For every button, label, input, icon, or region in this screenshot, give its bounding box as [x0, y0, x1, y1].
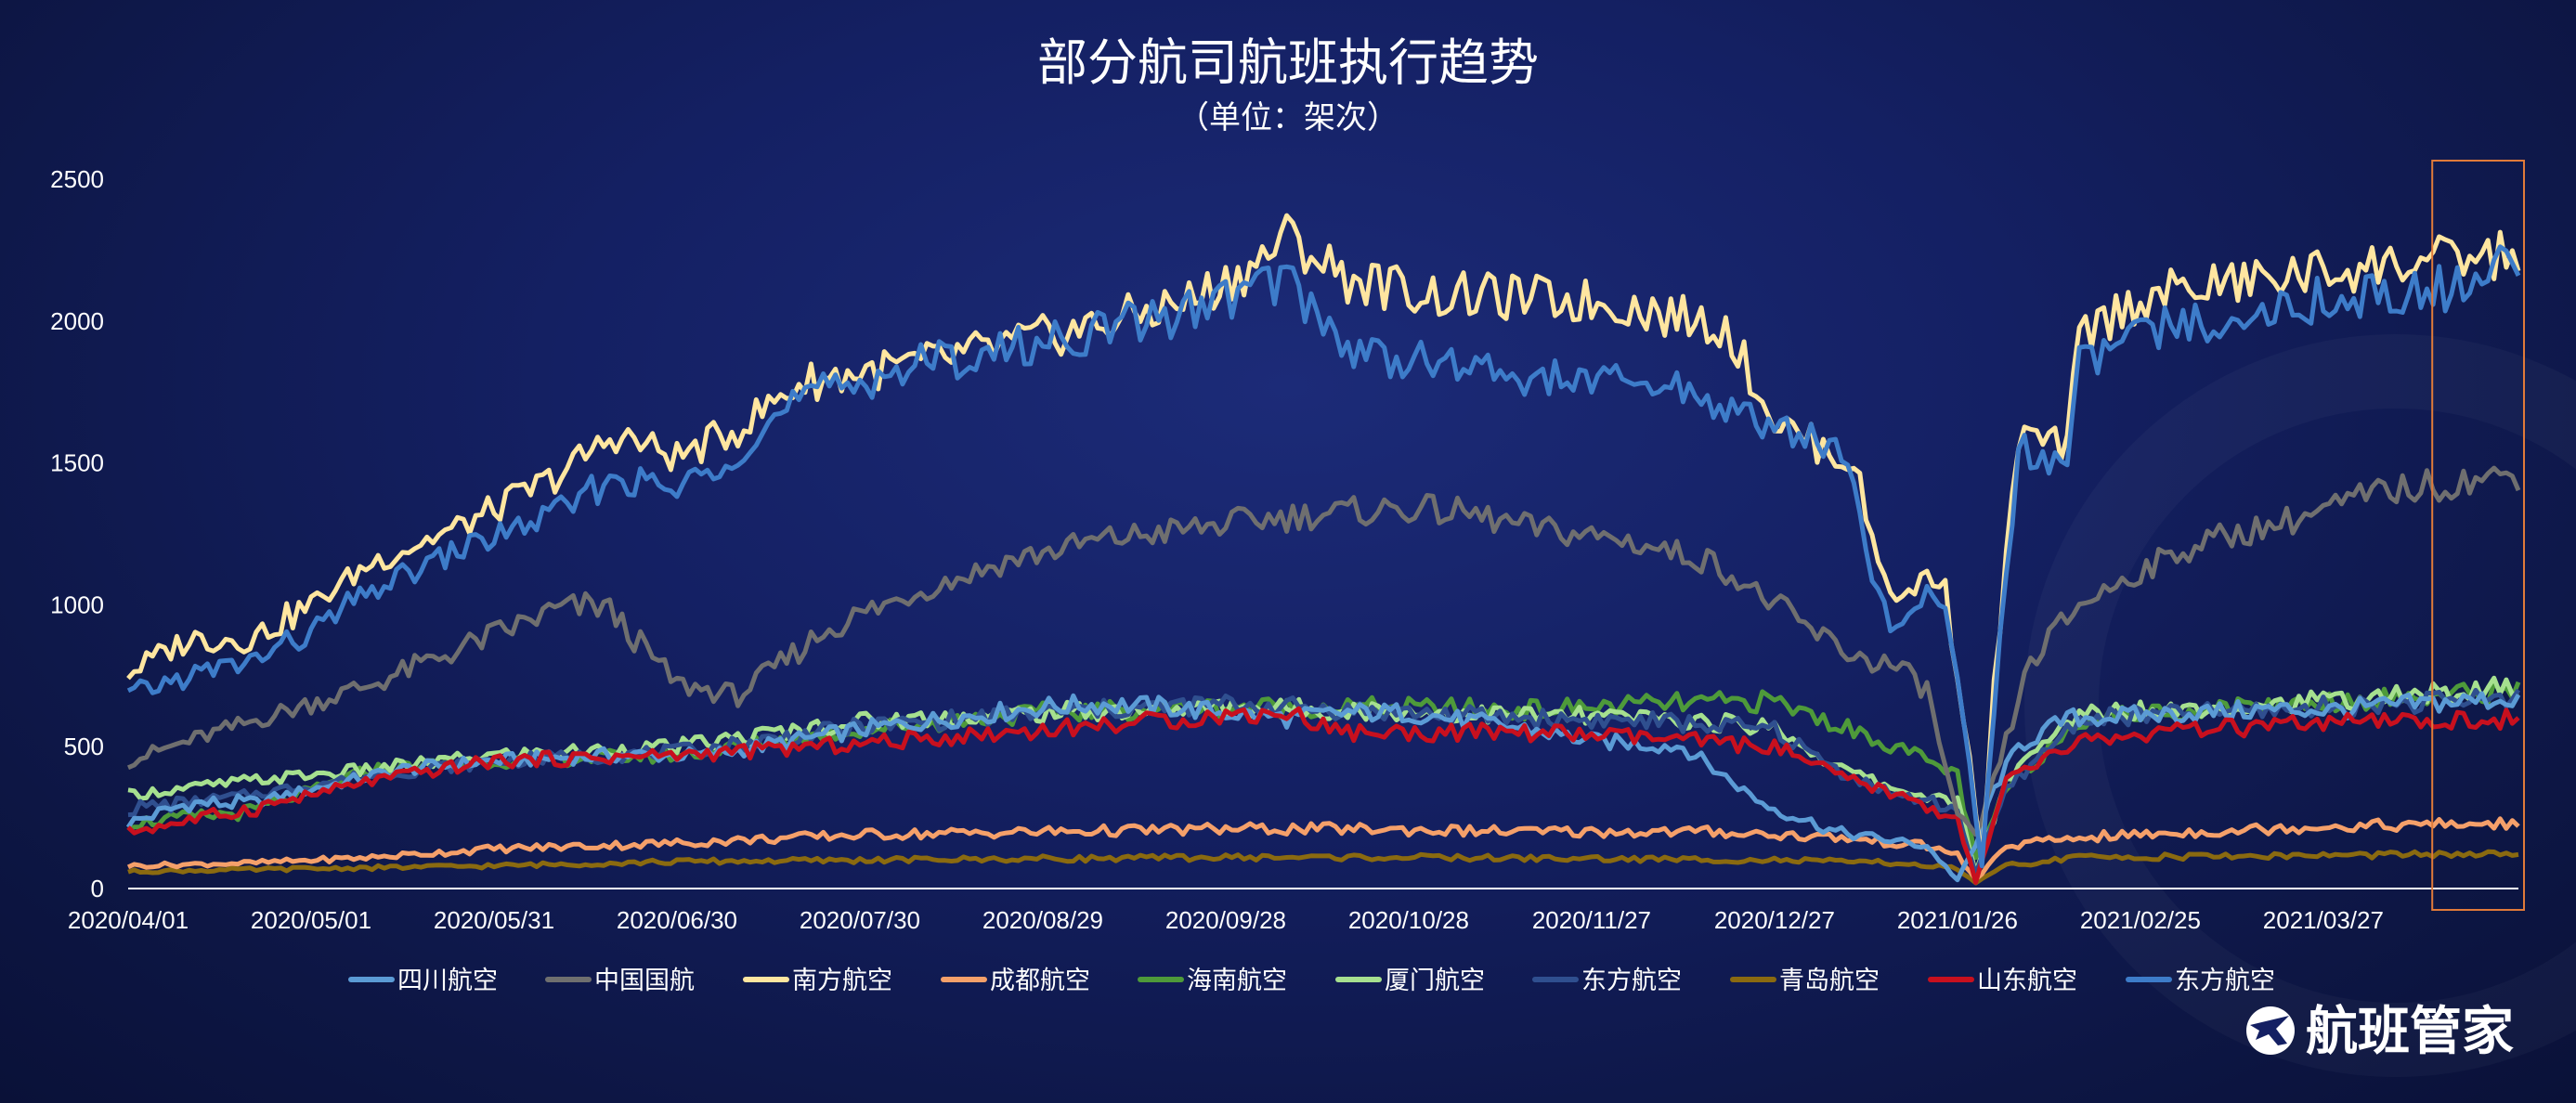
series-line: [126, 244, 2521, 869]
series-line: [127, 465, 2521, 837]
x-tick-label: 2020/08/29: [982, 906, 1103, 934]
legend-label: 厦门航空: [1385, 967, 1485, 994]
chart-subtitle: （单位：架次）: [1177, 100, 1399, 136]
x-tick-label: 2020/11/27: [1532, 906, 1651, 934]
y-tick-label: 500: [64, 733, 104, 760]
brand-name: 航班管家: [2306, 1002, 2514, 1060]
legend-label: 成都航空: [990, 967, 1090, 994]
y-tick-label: 2000: [50, 307, 104, 335]
highlight-box: [2431, 160, 2526, 911]
x-tick-label: 2020/10/28: [1348, 906, 1469, 934]
x-tick-label: 2020/12/27: [1714, 906, 1835, 934]
legend-label: 四川航空: [397, 967, 498, 994]
series-lines: [125, 213, 2521, 886]
y-tick-label: 0: [91, 875, 104, 902]
x-tick-label: 2020/04/01: [68, 906, 189, 934]
legend-label: 南方航空: [792, 967, 892, 994]
y-axis: 0 500 1000 1500 2000 2500: [50, 165, 104, 902]
chart-title: 部分航司航班执行趋势: [1037, 35, 1539, 91]
series-line: [127, 849, 2519, 886]
x-tick-label: 2021/03/27: [2263, 906, 2384, 934]
x-tick-label: 2020/09/28: [1165, 906, 1286, 934]
legend-label: 海南航空: [1187, 967, 1287, 994]
y-tick-label: 1500: [50, 449, 104, 477]
series-line: [125, 691, 2521, 883]
x-tick-label: 2021/01/26: [1897, 906, 2018, 934]
x-tick-label: 2020/05/01: [251, 906, 371, 934]
legend-label: 山东航空: [1977, 967, 2077, 994]
series-line: [126, 706, 2520, 885]
legend: 四川航空 中国国航 南方航空 成都航空 海南航空 厦门航空 东方航空 青岛航空 山东航空 东方航空: [348, 967, 2275, 994]
x-tick-label: 2020/05/31: [434, 906, 554, 934]
x-tick-label: 2020/06/30: [617, 906, 737, 934]
brand-logo: 航班管家: [2246, 1002, 2514, 1060]
plane-logo-icon: [2246, 1006, 2295, 1055]
y-tick-label: 2500: [50, 165, 104, 193]
series-line: [126, 816, 2520, 882]
legend-label: 青岛航空: [1779, 967, 1880, 994]
x-tick-label: 2020/07/30: [800, 906, 920, 934]
y-tick-label: 1000: [50, 590, 104, 618]
legend-label: 东方航空: [2175, 967, 2275, 994]
x-axis: 2020/04/01 2020/05/01 2020/05/31 2020/06/30…: [68, 906, 2384, 934]
x-tick-label: 2021/02/25: [2080, 906, 2201, 934]
series-line: [126, 213, 2521, 863]
legend-label: 东方航空: [1581, 967, 1682, 994]
legend-label: 中国国航: [594, 967, 695, 994]
